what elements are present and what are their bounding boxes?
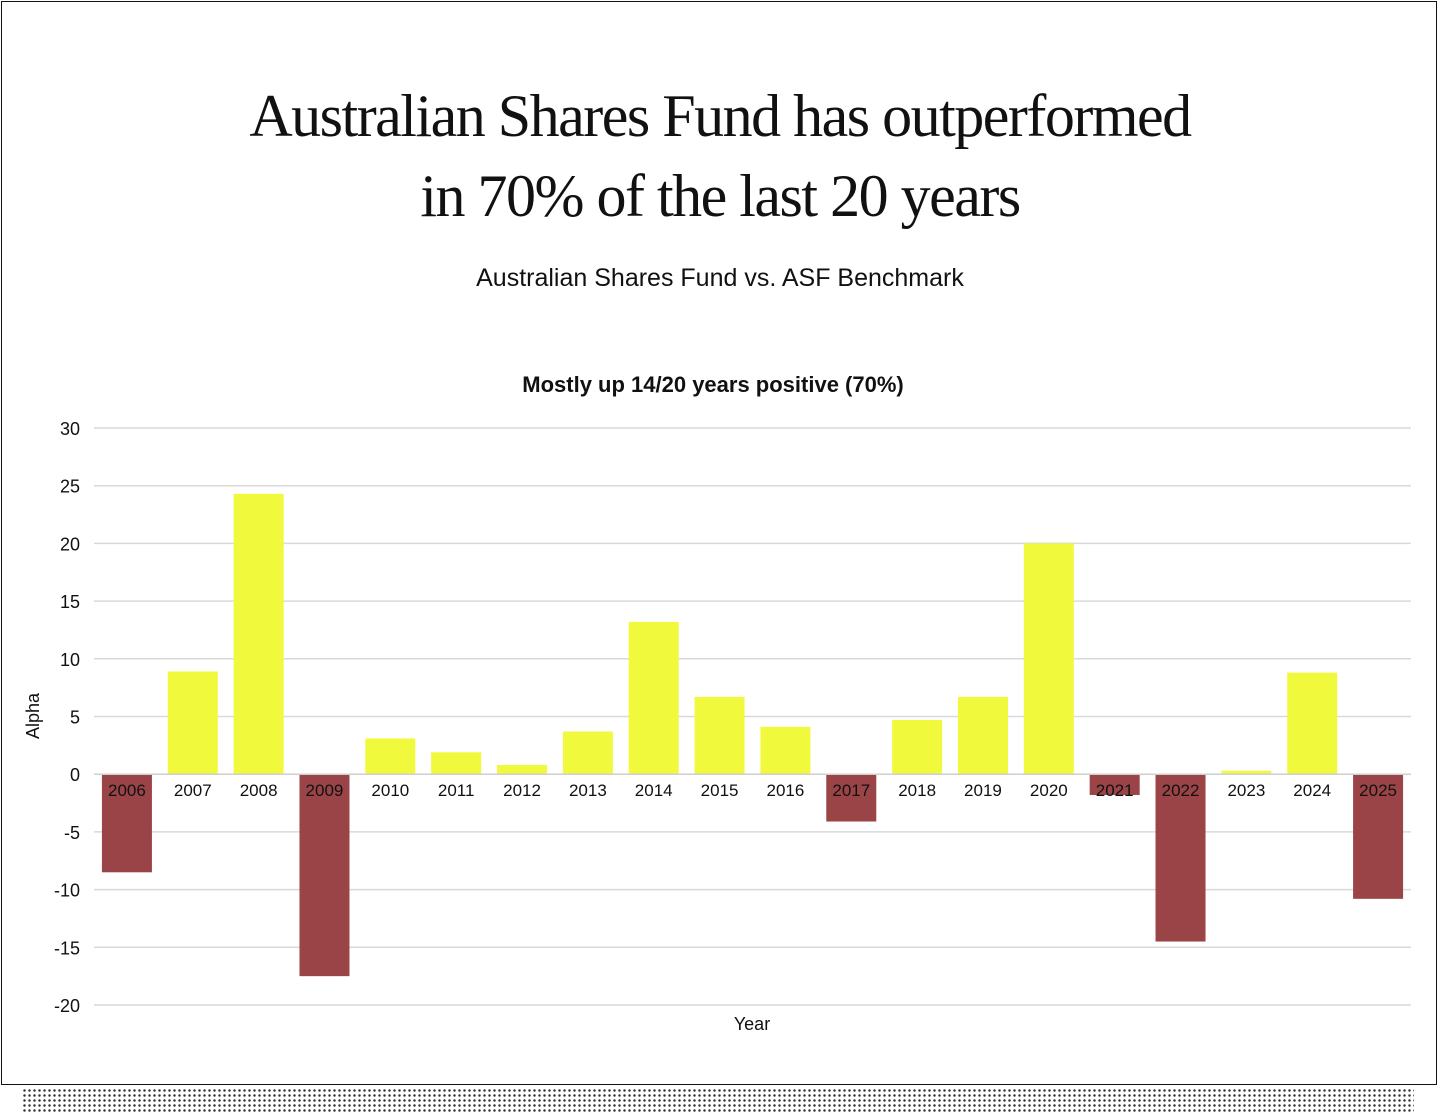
- bar-2010: [365, 738, 416, 775]
- headline: Australian Shares Fund has outperformed …: [0, 76, 1440, 236]
- x-tick-label: 2016: [767, 781, 805, 800]
- x-tick-label: 2019: [964, 781, 1002, 800]
- bar-2017: [826, 774, 877, 822]
- bar-2020: [1023, 543, 1074, 775]
- y-tick-label: 20: [60, 534, 80, 554]
- bar-2022: [1155, 774, 1206, 942]
- bar-2006: [101, 774, 152, 873]
- bar-2023: [1221, 770, 1272, 775]
- x-tick-label: 2023: [1227, 781, 1265, 800]
- bar-2014: [628, 621, 679, 775]
- bar-2011: [431, 752, 482, 775]
- bar-2008: [233, 493, 284, 775]
- x-tick-label: 2017: [832, 781, 870, 800]
- y-axis-title: Alpha: [23, 692, 43, 739]
- y-tick-label: 30: [60, 419, 80, 439]
- y-tick-label: 25: [60, 477, 80, 497]
- bar-2024: [1287, 672, 1338, 775]
- x-tick-label: 2020: [1030, 781, 1068, 800]
- bar-2025: [1353, 774, 1404, 899]
- subtitle: Australian Shares Fund vs. ASF Benchmark: [476, 264, 964, 292]
- x-axis-title: Year: [734, 1014, 770, 1034]
- bar-2013: [562, 731, 613, 775]
- y-tick-label: -5: [64, 823, 80, 843]
- x-tick-label: 2012: [503, 781, 541, 800]
- chart-title: Mostly up 14/20 years positive (70%): [522, 372, 904, 397]
- x-tick-label: 2021: [1096, 781, 1134, 800]
- bar-2016: [760, 726, 811, 775]
- x-tick-label: 2010: [371, 781, 409, 800]
- x-tick-label: 2014: [635, 781, 673, 800]
- x-tick-label: 2006: [108, 781, 146, 800]
- x-tick-label: 2025: [1359, 781, 1397, 800]
- x-tick-label: 2013: [569, 781, 607, 800]
- x-tick-label: 2008: [240, 781, 278, 800]
- y-tick-label: 0: [70, 765, 80, 785]
- headline-line-1: Australian Shares Fund has outperformed: [249, 83, 1192, 149]
- y-tick-label: -20: [54, 996, 80, 1016]
- dotted-border-decoration: [22, 1088, 1414, 1112]
- bar-2009: [299, 774, 350, 977]
- x-tick-label: 2018: [898, 781, 936, 800]
- bar-2007: [167, 671, 218, 775]
- x-tick-label: 2009: [306, 781, 344, 800]
- bar-2015: [694, 696, 745, 775]
- y-tick-label: 10: [60, 650, 80, 670]
- headline-line-2: in 70% of the last 20 years: [420, 163, 1021, 229]
- y-tick-label: 5: [70, 708, 80, 728]
- x-tick-label: 2022: [1162, 781, 1200, 800]
- bar-2019: [957, 696, 1008, 775]
- y-tick-label: -15: [54, 938, 80, 958]
- bar-2012: [497, 764, 548, 775]
- x-tick-label: 2007: [174, 781, 212, 800]
- x-tick-label: 2015: [701, 781, 739, 800]
- y-tick-label: -10: [54, 881, 80, 901]
- y-tick-label: 15: [60, 592, 80, 612]
- x-tick-label: 2024: [1293, 781, 1331, 800]
- bar-2021: [1089, 774, 1140, 795]
- x-tick-label: 2011: [438, 781, 475, 800]
- bar-2018: [892, 719, 943, 775]
